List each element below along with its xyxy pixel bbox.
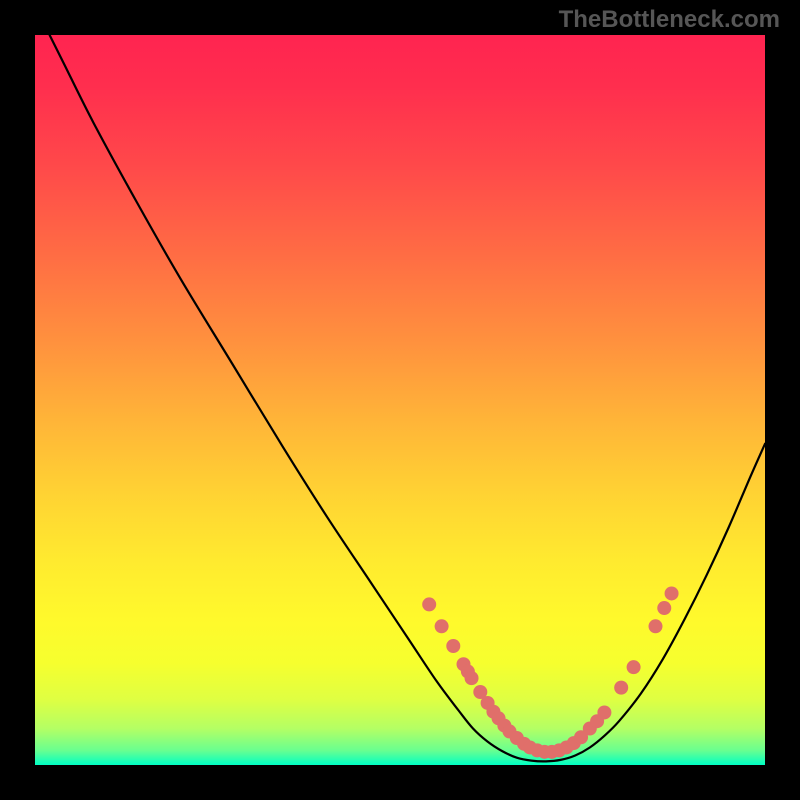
watermark-text: TheBottleneck.com [559, 6, 780, 34]
chart-svg [35, 35, 765, 765]
chart-area [35, 35, 765, 765]
marker-dot [422, 597, 436, 611]
chart-background [35, 35, 765, 765]
marker-dot [465, 671, 479, 685]
marker-dot [446, 639, 460, 653]
marker-dot [657, 601, 671, 615]
marker-dot [614, 681, 628, 695]
canvas: TheBottleneck.com [0, 0, 800, 800]
marker-dot [649, 619, 663, 633]
marker-dot [435, 619, 449, 633]
marker-dot [627, 660, 641, 674]
marker-dot [597, 705, 611, 719]
marker-dot [665, 586, 679, 600]
